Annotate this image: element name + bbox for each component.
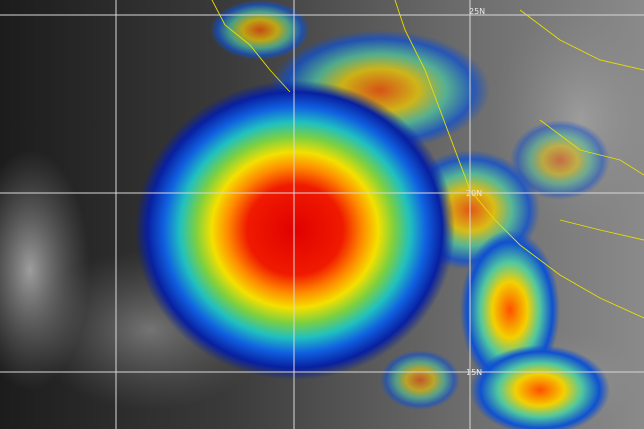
latitude-label: 20N	[466, 189, 482, 198]
latitude-label: 15N	[466, 368, 482, 377]
hurricane	[135, 80, 455, 380]
latitude-label: 25N	[469, 7, 485, 16]
